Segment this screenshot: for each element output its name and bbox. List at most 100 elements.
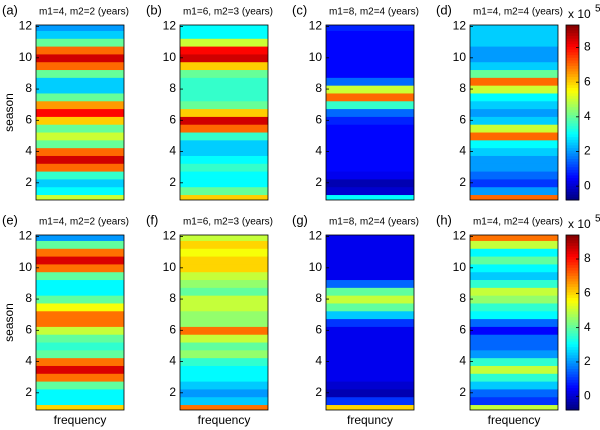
y-tick-label: 4 xyxy=(315,144,322,158)
colorbar-segment xyxy=(566,104,579,108)
colorbar-tick-label: 4 xyxy=(584,320,591,334)
heat-cell xyxy=(180,295,268,304)
heat-cell xyxy=(36,248,124,257)
heat-cell xyxy=(180,163,268,172)
heat-cell xyxy=(470,155,558,164)
colorbar-segment xyxy=(566,267,579,272)
plot-frame xyxy=(325,24,415,201)
heat-cell xyxy=(36,349,124,359)
heat-cell xyxy=(180,248,268,257)
heat-cell xyxy=(470,53,558,63)
y-tick-label: 6 xyxy=(315,322,322,336)
heat-cell xyxy=(36,30,124,39)
heat-cell xyxy=(36,100,124,110)
heat-cell xyxy=(180,194,268,200)
heat-cell xyxy=(470,365,558,374)
heat-cell xyxy=(326,326,414,335)
heat-cell xyxy=(180,271,268,281)
heat-cell xyxy=(326,349,414,359)
heat-cell xyxy=(36,404,124,410)
heat-cell xyxy=(326,46,414,55)
colorbar-segment xyxy=(566,158,579,163)
heat-cell xyxy=(470,194,558,200)
y-tick-label: 12 xyxy=(309,229,323,243)
colorbar-segment xyxy=(566,300,579,304)
heat-cell xyxy=(36,85,124,94)
y-tick-label: 8 xyxy=(315,291,322,305)
colorbar-segment xyxy=(566,363,579,367)
heat-cell xyxy=(326,365,414,374)
heat-cell xyxy=(470,124,558,133)
y-tick-label: 8 xyxy=(25,81,32,95)
heat-cell xyxy=(326,100,414,110)
heat-cell xyxy=(180,373,268,382)
heat-cell xyxy=(470,163,558,172)
panel-label: (d) xyxy=(436,2,452,17)
heat-cell xyxy=(470,342,558,351)
colorbar-segment xyxy=(566,71,579,75)
heat-cell xyxy=(470,263,558,273)
heat-cell xyxy=(36,77,124,86)
heat-cell xyxy=(36,194,124,200)
heat-cell xyxy=(326,295,414,304)
heat-cell xyxy=(36,396,124,406)
heat-cell xyxy=(326,388,414,398)
heat-cell xyxy=(470,92,558,102)
heat-cell xyxy=(36,186,124,196)
x-axis-label: frequency xyxy=(54,413,107,427)
heat-cell xyxy=(470,349,558,359)
heat-cell xyxy=(470,373,558,382)
heat-cell xyxy=(470,381,558,390)
colorbar-segment xyxy=(566,128,579,133)
y-tick-label: 6 xyxy=(315,112,322,126)
heat-cell xyxy=(326,240,414,249)
colorbar-segment xyxy=(566,399,579,403)
heat-cell xyxy=(326,61,414,71)
colorbar-segment xyxy=(566,352,579,356)
colorbar-segment xyxy=(566,115,579,119)
colorbar-segment xyxy=(566,393,579,397)
heat-cell xyxy=(470,171,558,180)
colorbar-segment xyxy=(566,374,579,378)
heat-cell xyxy=(180,25,268,31)
heat-cell xyxy=(180,108,268,117)
heat-cell xyxy=(180,124,268,133)
heat-cell xyxy=(36,132,124,141)
y-tick-label: 6 xyxy=(25,322,32,336)
heat-cell xyxy=(180,256,268,265)
heat-cell xyxy=(180,139,268,149)
colorbar-segment xyxy=(566,134,579,138)
colorbar-segment xyxy=(566,256,579,261)
y-tick-label: 8 xyxy=(169,291,176,305)
panel-label: (a) xyxy=(2,2,18,17)
colorbar-segment xyxy=(566,401,579,406)
y-tick-label: 10 xyxy=(19,50,33,64)
y-tick-label: 6 xyxy=(459,112,466,126)
y-tick-label: 4 xyxy=(169,144,176,158)
colorbar-segment xyxy=(566,107,579,111)
colorbar-segment xyxy=(566,191,579,196)
heat-cell xyxy=(36,124,124,133)
y-tick-label: 8 xyxy=(315,81,322,95)
heat-cell xyxy=(326,132,414,141)
heat-cell xyxy=(36,381,124,390)
colorbar-segment xyxy=(566,273,579,277)
heatmap xyxy=(36,235,124,410)
y-tick-label: 4 xyxy=(459,354,466,368)
colorbar-segment xyxy=(566,197,579,201)
colorbar-segment xyxy=(566,41,579,45)
heat-cell xyxy=(326,373,414,382)
colorbar-segment xyxy=(566,237,579,241)
colorbar-segment xyxy=(566,270,579,274)
panel-title: m1=4, m2=2 (years) xyxy=(39,7,129,18)
heat-cell xyxy=(36,61,124,71)
y-tick-label: 6 xyxy=(25,112,32,126)
heat-cell xyxy=(326,318,414,327)
heat-cell xyxy=(180,302,268,312)
y-tick-label: 12 xyxy=(19,229,33,243)
heat-cell xyxy=(180,171,268,180)
colorbar-segment xyxy=(566,349,579,354)
heat-cell xyxy=(36,171,124,180)
colorbar-segment xyxy=(566,76,579,81)
heat-cell xyxy=(36,53,124,63)
